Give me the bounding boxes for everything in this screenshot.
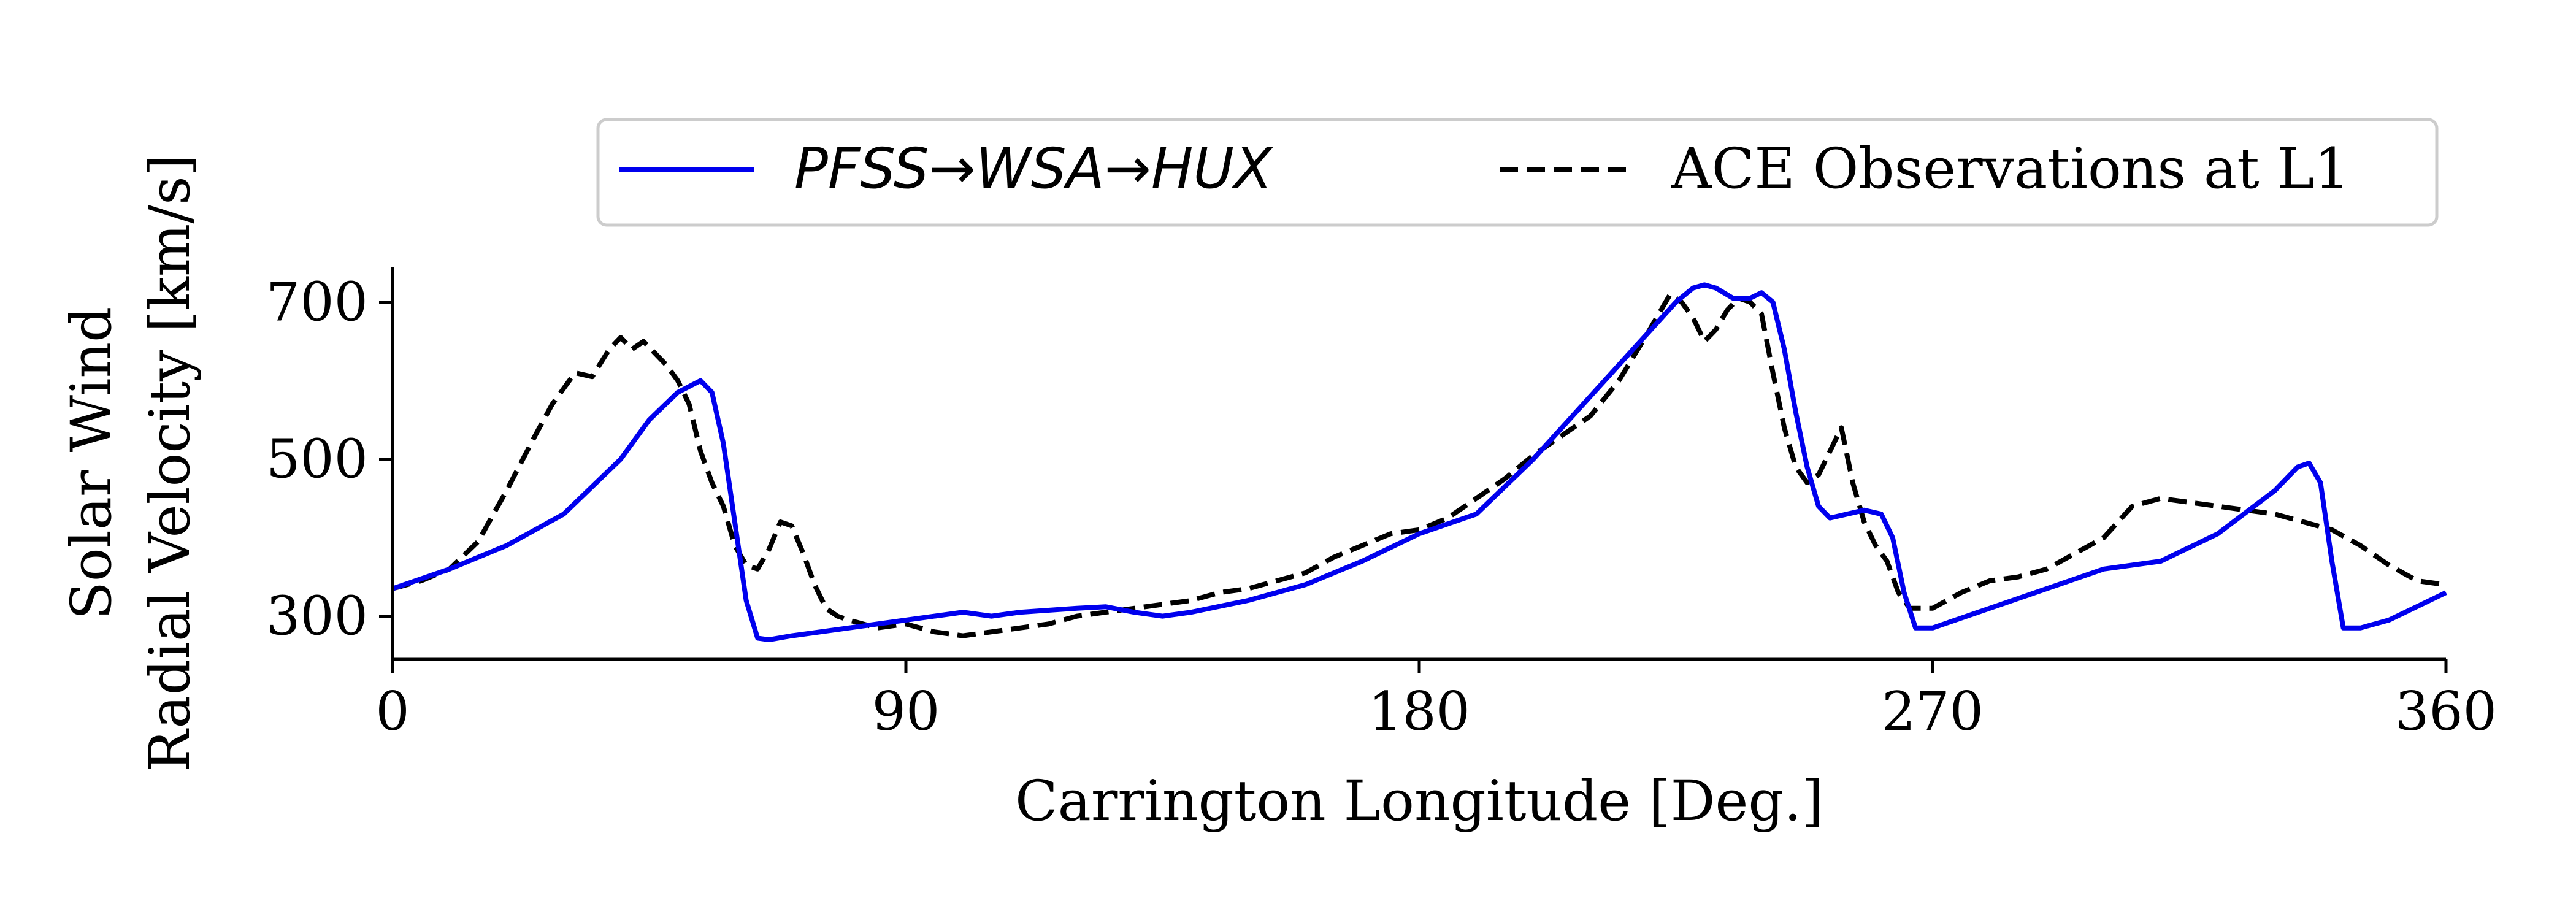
y-tick-label: 500 (266, 428, 368, 491)
y-ticks: 300 500 700 (266, 271, 393, 648)
series-line-model (391, 282, 2447, 642)
series-line-observations (391, 291, 2447, 638)
x-tick-label: 180 (1368, 680, 1470, 743)
x-tick-label: 90 (872, 680, 940, 743)
legend-label-model: PFSS→WSA→HUX (794, 137, 1273, 201)
plot-area (391, 282, 2447, 642)
series-layer (391, 282, 2447, 642)
legend-frame (596, 118, 2439, 227)
y-axis-label-line2: Radial Velocity [km/s] (138, 155, 202, 772)
y-axis-label-line1: Solar Wind (59, 307, 124, 620)
x-tick-label: 0 (375, 680, 409, 743)
x-tick-label: 270 (1882, 680, 1984, 743)
legend: PFSS→WSA→HUX ACE Observations at L1 (596, 118, 2439, 227)
x-axis-label: Carrington Longitude [Deg.] (1015, 769, 1823, 834)
y-tick-label: 300 (266, 585, 368, 648)
legend-label-observations: ACE Observations at L1 (1671, 137, 2350, 201)
y-tick-label: 700 (266, 271, 368, 334)
x-ticks: 0 90 180 270 360 (375, 659, 2497, 743)
x-tick-label: 360 (2395, 680, 2497, 743)
